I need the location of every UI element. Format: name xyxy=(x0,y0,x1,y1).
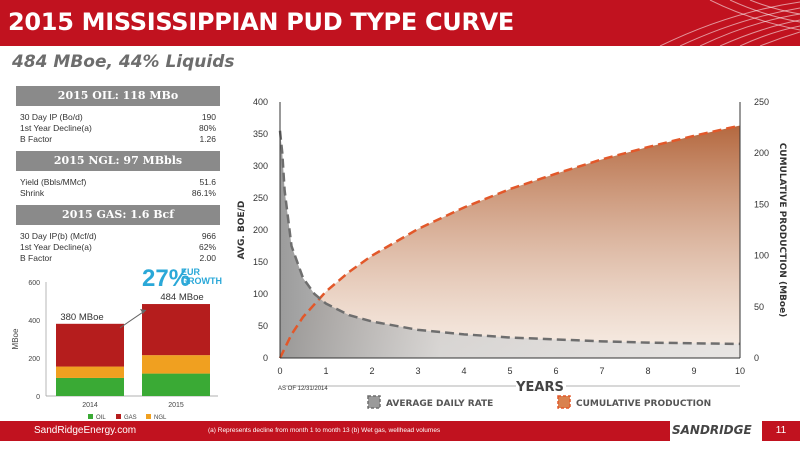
y-tick-label: 400 xyxy=(28,318,40,325)
x-tick-label: 2014 xyxy=(82,402,98,409)
x-tick-label: 7 xyxy=(599,366,604,376)
bar-segment-ngl xyxy=(56,366,124,378)
right-tick-label: 100 xyxy=(754,251,769,261)
gas-row: 1st Year Decline(a) 62% xyxy=(20,242,216,252)
cumulative-production-area xyxy=(280,125,740,358)
ngl-panel: 2015 NGL: 97 MBbls Yield (Bbls/MMcf) 51.6… xyxy=(16,151,220,199)
bar-segment-ngl xyxy=(142,355,210,374)
bar-segment-oil xyxy=(56,377,124,396)
bar-segment-gas xyxy=(56,323,124,367)
legend-label: AVERAGE DAILY RATE xyxy=(386,399,493,409)
left-tick-label: 0 xyxy=(263,353,268,363)
legend-label: GAS xyxy=(124,415,137,421)
x-tick-label: 10 xyxy=(735,366,745,376)
x-tick-label: 3 xyxy=(415,366,420,376)
footer: SandRidgeEnergy.com (a) Represents decli… xyxy=(0,421,800,450)
legend-swatch-oil xyxy=(88,414,93,419)
growth-arrow xyxy=(119,309,147,329)
type-curve-chart: 0 50 100 150 200 250 300 350 400 0 50 100 150 200 250 0… xyxy=(237,97,787,409)
legend-label: CUMULATIVE PRODUCTION xyxy=(576,399,711,409)
subtitle: 484 MBoe, 44% Liquids xyxy=(12,52,235,72)
oil-row: 30 Day IP (Bo/d) 190 xyxy=(20,112,216,122)
gas-panel: 2015 GAS: 1.6 Bcf 30 Day IP(b) (Mcf/d) 96… xyxy=(16,205,220,264)
left-tick-label: 150 xyxy=(253,257,268,267)
average-daily-rate-area xyxy=(280,130,740,358)
x-tick-label: 9 xyxy=(691,366,696,376)
eur-growth-label: EUR GROWTH xyxy=(181,267,222,286)
average-daily-rate-line xyxy=(278,130,741,346)
title-decoration xyxy=(659,0,800,46)
left-tick-label: 100 xyxy=(253,289,268,299)
legend-swatch xyxy=(557,395,571,409)
bar-total-label: 380 MBoe xyxy=(60,312,103,323)
legend-swatch xyxy=(367,395,381,409)
y-tick-label: 200 xyxy=(28,356,40,363)
left-tick-label: 250 xyxy=(253,193,268,203)
gas-row: B Factor 2.00 xyxy=(20,253,216,263)
x-tick-label: 1 xyxy=(323,366,328,376)
eur-growth-pct: 27% xyxy=(142,265,191,292)
footer-site-link[interactable]: SandRidgeEnergy.com xyxy=(0,421,200,441)
x-tick-label: 2 xyxy=(369,366,374,376)
ngl-row: Shrink 86.1% xyxy=(20,188,216,198)
right-tick-label: 200 xyxy=(754,148,769,158)
legend-swatch-ngl xyxy=(146,414,151,419)
left-tick-label: 350 xyxy=(253,129,268,139)
legend-label: NGL xyxy=(154,415,167,421)
as-of-note: AS OF 12/31/2014 xyxy=(278,386,328,392)
page-title: 2015 MISSISSIPPIAN PUD TYPE CURVE xyxy=(8,8,515,36)
right-tick-label: 250 xyxy=(754,97,769,107)
x-axis-label: YEARS xyxy=(515,380,564,395)
oil-row: B Factor 1.26 xyxy=(20,134,216,144)
right-tick-label: 0 xyxy=(754,353,759,363)
sandridge-logo: SANDRIDGE xyxy=(672,423,752,437)
left-tick-label: 400 xyxy=(253,97,268,107)
x-tick-label: 5 xyxy=(507,366,512,376)
left-tick-label: 50 xyxy=(258,321,268,331)
y-tick-label: 0 xyxy=(36,394,40,401)
bar-total-label: 484 MBoe xyxy=(160,292,203,303)
x-tick-label: 0 xyxy=(277,366,282,376)
oil-row: 1st Year Decline(a) 80% xyxy=(20,123,216,133)
right-tick-label: 50 xyxy=(754,302,764,312)
ngl-row: Yield (Bbls/MMcf) 51.6 xyxy=(20,177,216,187)
title-bar: 2015 MISSISSIPPIAN PUD TYPE CURVE xyxy=(0,0,800,46)
oil-panel: 2015 OIL: 118 MBo 30 Day IP (Bo/d) 190 1s… xyxy=(16,86,220,145)
eur-bar-chart: 0 200 400 600 MBoe 2014 380 MBoe 2015 484 MBoe OI… xyxy=(11,280,218,421)
y-axis-label: MBoe xyxy=(11,328,20,349)
gas-header: 2015 GAS: 1.6 Bcf xyxy=(16,205,220,225)
footer-note: (a) Represents decline from month 1 to m… xyxy=(200,421,670,441)
left-axis-label: AVG. BOE/D xyxy=(237,201,247,260)
oil-header: 2015 OIL: 118 MBo xyxy=(16,86,220,106)
bar-segment-oil xyxy=(142,373,210,396)
legend-swatch-gas xyxy=(116,414,121,419)
bar-segment-gas xyxy=(142,304,210,356)
x-tick-label: 2015 xyxy=(168,402,184,409)
right-tick-label: 150 xyxy=(754,199,769,209)
x-tick-label: 4 xyxy=(461,366,466,376)
left-tick-label: 300 xyxy=(253,161,268,171)
legend-label: OIL xyxy=(96,415,106,421)
y-tick-label: 600 xyxy=(28,280,40,287)
x-tick-label: 8 xyxy=(645,366,650,376)
growth-arrow-head xyxy=(140,309,146,315)
x-tick-label: 6 xyxy=(553,366,558,376)
left-tick-label: 200 xyxy=(253,225,268,235)
page-number: 11 xyxy=(762,421,800,441)
ngl-header: 2015 NGL: 97 MBbls xyxy=(16,151,220,171)
gas-row: 30 Day IP(b) (Mcf/d) 966 xyxy=(20,231,216,241)
cumulative-production-line xyxy=(278,124,741,359)
right-axis-label: CUMULATIVE PRODUCTION (MBoe) xyxy=(777,143,787,318)
